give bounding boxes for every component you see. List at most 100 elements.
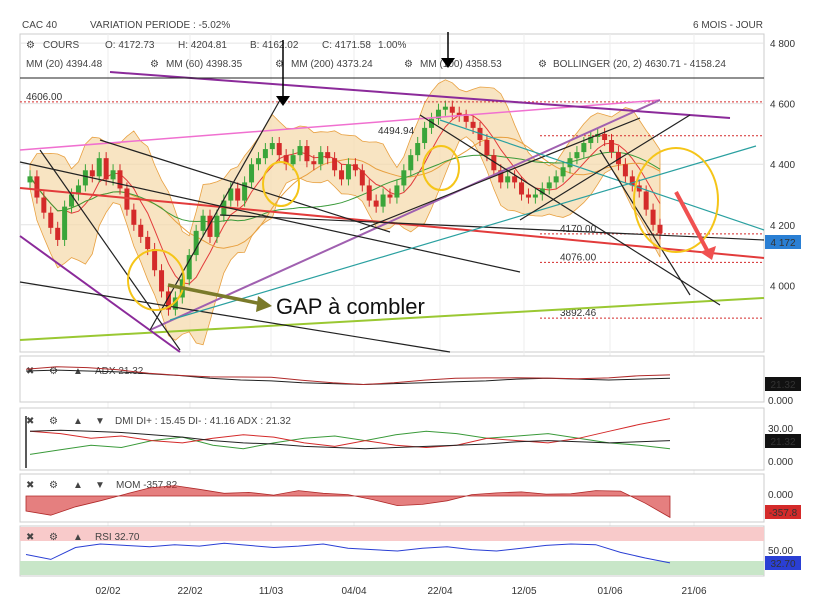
close-icon[interactable]: ✖ <box>26 480 34 491</box>
open-value: O: 4172.73 <box>105 40 155 51</box>
adx-value-badge <box>765 377 801 391</box>
trend-line-black <box>599 149 691 296</box>
arrow-up-icon[interactable]: ▲ <box>73 480 83 491</box>
candle-body <box>96 158 102 177</box>
date-tick: 11/03 <box>259 586 284 597</box>
candle-body <box>207 215 213 237</box>
candle-body <box>48 212 54 228</box>
gear-icon[interactable]: ⚙ <box>49 416 58 427</box>
date-tick: 22/02 <box>177 586 202 597</box>
candle-body <box>352 164 358 171</box>
arrow-down-icon[interactable]: ▼ <box>95 416 105 427</box>
candle-body <box>415 143 421 156</box>
candle-body <box>138 224 144 237</box>
candle-body <box>214 215 220 237</box>
change-pct: 1.00% <box>378 40 406 51</box>
candle-body <box>152 249 158 271</box>
arrow-down-icon[interactable]: ▼ <box>95 480 105 491</box>
candle-body <box>401 170 407 186</box>
candle-body <box>117 170 123 189</box>
mom-area <box>25 485 671 519</box>
candle-body <box>262 149 268 159</box>
candle-body <box>69 194 75 207</box>
gear-icon[interactable]: ⚙ <box>150 59 159 70</box>
red-arrow <box>674 191 710 253</box>
trend-line-black <box>19 281 451 353</box>
arrow-up-icon[interactable]: ▲ <box>73 366 83 377</box>
candle-body <box>498 170 504 183</box>
candle-body <box>276 143 282 156</box>
arrow-up-icon[interactable]: ▲ <box>73 532 83 543</box>
gear-icon[interactable]: ⚙ <box>26 40 35 51</box>
candle-body <box>519 182 525 195</box>
mm200-label: MM (200) 4373.24 <box>291 59 373 70</box>
candle-body <box>588 136 594 144</box>
dmi-value: 21.32 <box>770 437 795 448</box>
candle-body <box>89 170 95 177</box>
candle-body <box>131 209 137 225</box>
candle-body <box>62 206 68 240</box>
candle-body <box>345 164 351 180</box>
level-label: 4606.00 <box>26 92 63 103</box>
candle-body <box>186 255 192 280</box>
candle-body <box>235 188 241 201</box>
candle-body <box>41 197 47 213</box>
date-tick: 21/06 <box>681 586 706 597</box>
candle-body <box>553 176 559 183</box>
gear-icon[interactable]: ⚙ <box>404 59 413 70</box>
gear-icon[interactable]: ⚙ <box>49 480 58 491</box>
period-selector[interactable]: 6 MOIS - JOUR <box>693 20 763 31</box>
candle-body <box>228 188 234 201</box>
gap-arrow <box>167 283 263 306</box>
candle-body <box>539 188 545 195</box>
highlight-circle <box>127 249 185 311</box>
candle-body <box>643 191 649 210</box>
candle-body <box>34 176 40 198</box>
close-icon[interactable]: ✖ <box>26 416 34 427</box>
mm60-label: MM (60) 4398.35 <box>166 59 243 70</box>
candle-body <box>283 155 289 165</box>
arrow-up-icon[interactable]: ▲ <box>73 416 83 427</box>
candle-body <box>380 194 386 207</box>
candle-body <box>650 209 656 225</box>
gear-icon[interactable]: ⚙ <box>275 59 284 70</box>
candle-body <box>456 112 462 116</box>
trend-lines <box>19 71 765 353</box>
adx-zero-tick: 0.000 <box>768 396 793 407</box>
date-tick: 12/05 <box>511 586 536 597</box>
mom-zero-tick: 0.000 <box>768 490 793 501</box>
rsi-oversold-zone <box>20 561 764 575</box>
candle-body <box>525 194 531 198</box>
highlight-circle <box>262 161 300 207</box>
date-tick: 02/02 <box>95 586 120 597</box>
dmi-label: DMI DI+ : 15.45 DI- : 41.16 ADX : 21.32 <box>115 416 291 427</box>
price-tick: 4 600 <box>770 100 795 111</box>
level-label: 4494.94 <box>378 126 415 137</box>
candle-body <box>27 176 33 183</box>
candle-body <box>269 143 275 150</box>
candle-body <box>449 106 455 113</box>
resistance-line-purple <box>109 71 731 119</box>
candle-body <box>75 185 81 195</box>
candle-body <box>546 182 552 189</box>
gear-icon[interactable]: ⚙ <box>49 532 58 543</box>
dmi-adx-line <box>29 429 671 450</box>
candle-body <box>332 158 338 171</box>
high-value: H: 4204.81 <box>178 40 227 51</box>
trend-line-black <box>419 114 721 306</box>
level-label: 4170.00 <box>560 224 597 235</box>
rsi-value: 32.70 <box>770 559 795 570</box>
close-icon[interactable]: ✖ <box>26 532 34 543</box>
candle-body <box>394 185 400 198</box>
highlight-circle <box>633 147 719 253</box>
candle-body <box>82 170 88 186</box>
close-icon[interactable]: ✖ <box>26 366 34 377</box>
date-tick: 04/04 <box>341 586 366 597</box>
mom-value: -357.8 <box>769 508 798 519</box>
red-arrow-head <box>700 246 716 260</box>
candle-body <box>629 176 635 186</box>
candle-body <box>249 164 255 183</box>
last-price-value: 4 172 <box>770 238 795 249</box>
gear-icon[interactable]: ⚙ <box>49 366 58 377</box>
gear-icon[interactable]: ⚙ <box>538 59 547 70</box>
